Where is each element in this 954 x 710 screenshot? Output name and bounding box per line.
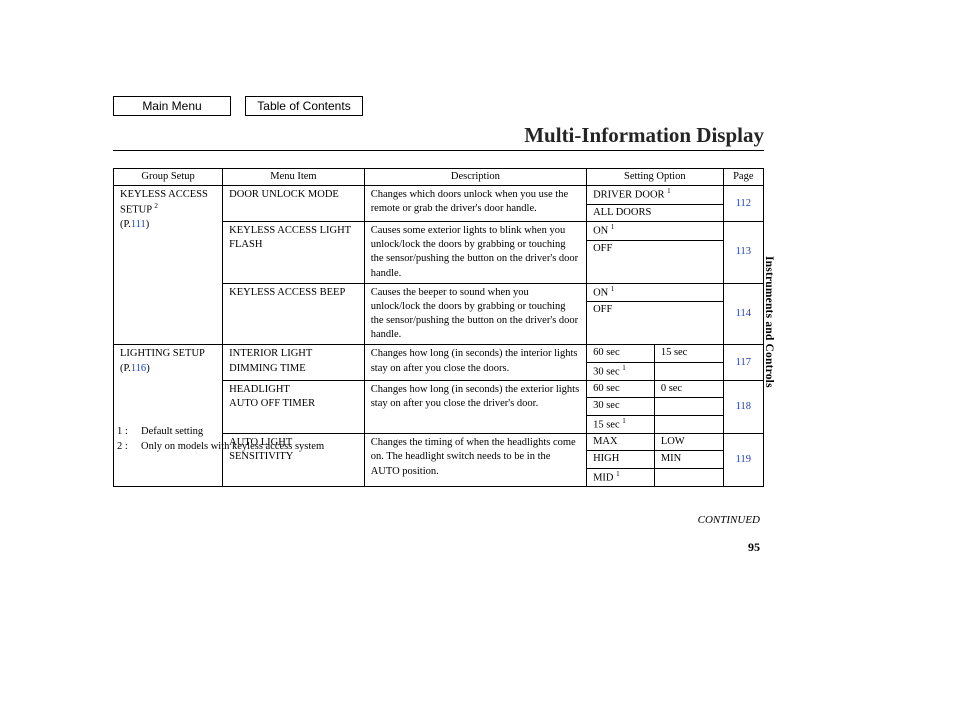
th-desc: Description: [364, 169, 586, 186]
desc-cell: Changes the timing of when the headlight…: [364, 434, 586, 487]
desc-cell: Changes how long (in seconds) the exteri…: [364, 381, 586, 434]
page-cell[interactable]: 114: [723, 283, 763, 345]
desc-cell: Changes how long (in seconds) the interi…: [364, 345, 586, 381]
continued-label: CONTINUED: [698, 514, 760, 526]
footnotes: 1 :Default setting 2 :Only on models wit…: [117, 424, 324, 454]
page-cell[interactable]: 113: [723, 222, 763, 284]
page-cell[interactable]: 118: [723, 381, 763, 434]
option-cell: ON 1 OFF: [587, 283, 723, 345]
page-ref-link[interactable]: 111: [131, 219, 146, 230]
page-number: 95: [748, 540, 760, 555]
menu-item-cell: DOOR UNLOCK MODE: [223, 186, 365, 222]
option-cell: DRIVER DOOR 1 ALL DOORS: [587, 186, 723, 222]
option-cell: MAX LOW HIGH MIN MID 1: [587, 434, 723, 487]
table-header-row: Group Setup Menu Item Description Settin…: [114, 169, 764, 186]
main-menu-button[interactable]: Main Menu: [113, 96, 231, 116]
group-cell: LIGHTING SETUP (P.116): [114, 345, 223, 487]
page-ref-link[interactable]: 116: [131, 363, 146, 374]
table-row: KEYLESS ACCESS SETUP 2 (P.111) DOOR UNLO…: [114, 186, 764, 222]
footnote: 2 :Only on models with keyless access sy…: [117, 439, 324, 454]
menu-item-cell: KEYLESS ACCESS BEEP: [223, 283, 365, 345]
desc-cell: Changes which doors unlock when you use …: [364, 186, 586, 222]
option-cell: 60 sec 15 sec 30 sec 1: [587, 345, 723, 381]
th-item: Menu Item: [223, 169, 365, 186]
page-cell[interactable]: 112: [723, 186, 763, 222]
th-group: Group Setup: [114, 169, 223, 186]
title-rule: [113, 150, 764, 151]
option-cell: 60 sec 0 sec 30 sec 15 sec 1: [587, 381, 723, 434]
table-row: LIGHTING SETUP (P.116) INTERIOR LIGHTDIM…: [114, 345, 764, 381]
page-cell[interactable]: 117: [723, 345, 763, 381]
option-cell: ON 1 OFF: [587, 222, 723, 284]
th-opt: Setting Option: [587, 169, 723, 186]
menu-item-cell: INTERIOR LIGHTDIMMING TIME: [223, 345, 365, 381]
th-page: Page: [723, 169, 763, 186]
menu-item-cell: KEYLESS ACCESS LIGHTFLASH: [223, 222, 365, 284]
page-title: Multi-Information Display: [524, 123, 764, 148]
desc-cell: Causes some exterior lights to blink whe…: [364, 222, 586, 284]
nav-buttons: Main Menu Table of Contents: [113, 96, 363, 116]
group-cell: KEYLESS ACCESS SETUP 2 (P.111): [114, 186, 223, 345]
footnote: 1 :Default setting: [117, 424, 324, 439]
page-cell[interactable]: 119: [723, 434, 763, 487]
desc-cell: Causes the beeper to sound when you unlo…: [364, 283, 586, 345]
toc-button[interactable]: Table of Contents: [245, 96, 363, 116]
